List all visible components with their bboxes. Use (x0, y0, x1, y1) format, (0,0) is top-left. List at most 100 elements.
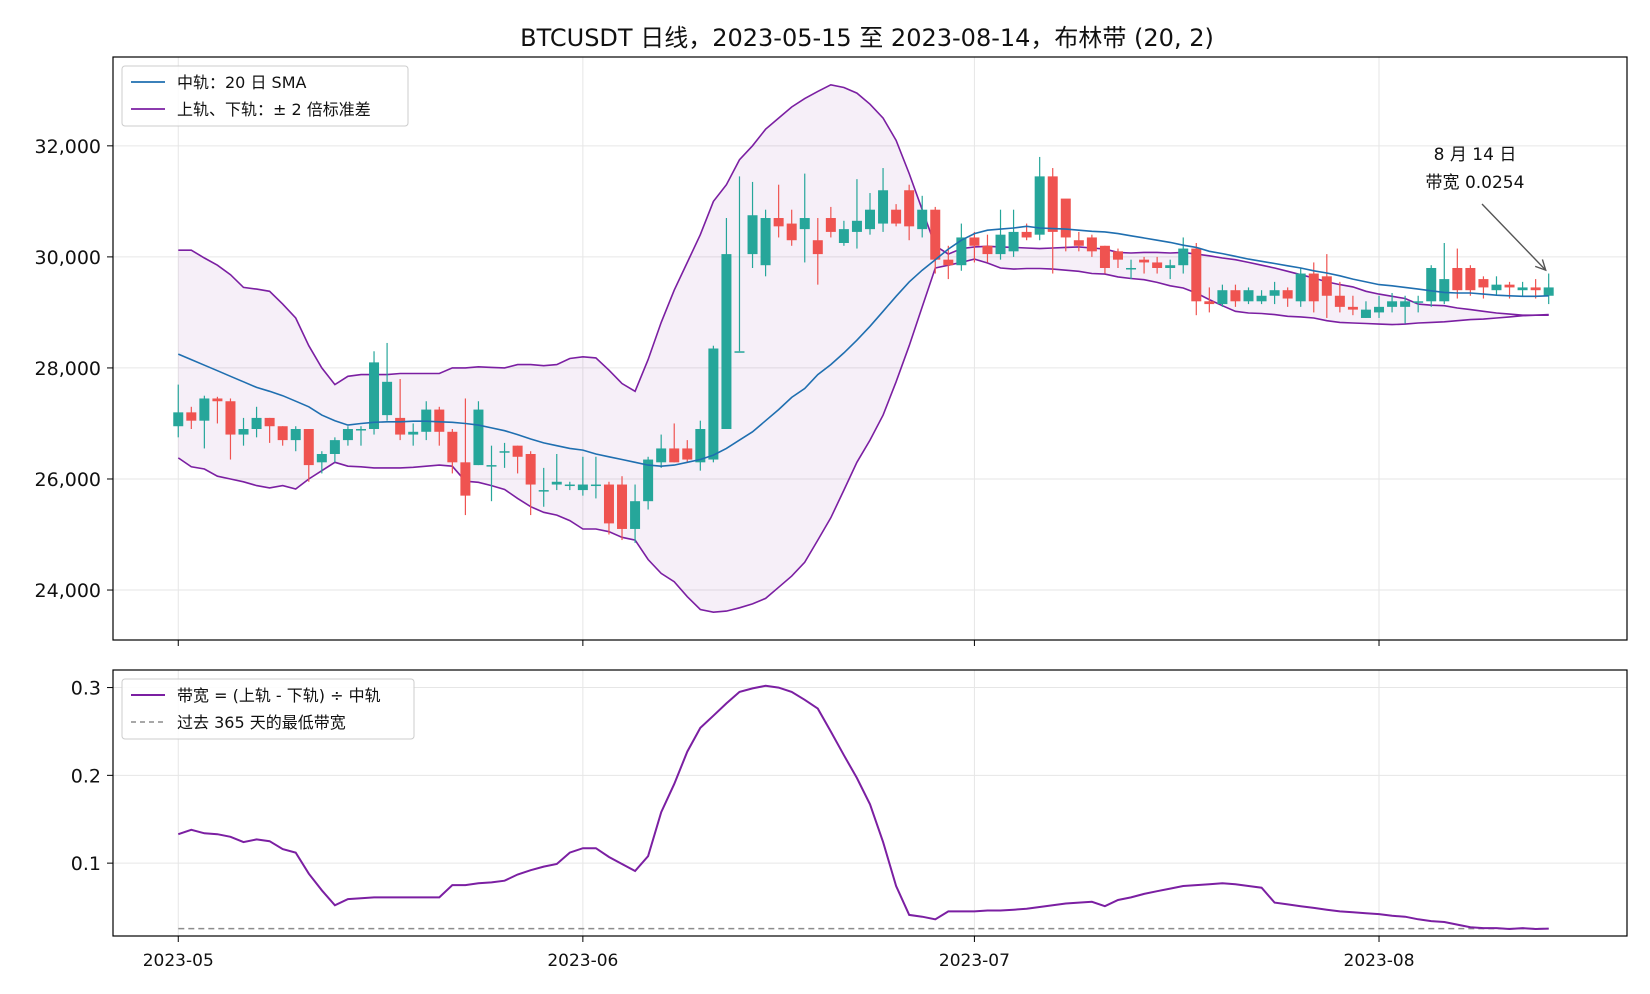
candle (930, 206, 941, 274)
candle-body (1426, 267, 1437, 302)
bandwidth-plot-frame (112, 669, 1628, 937)
candle (1517, 281, 1528, 296)
bandwidth-plot-area (177, 684, 1549, 931)
x-tick-label: 2023-06 (547, 951, 618, 971)
candle-body (603, 484, 614, 524)
candle (734, 176, 745, 353)
candle (342, 426, 353, 446)
candle-body (186, 412, 197, 421)
candle (982, 234, 993, 263)
candle-body (1217, 290, 1228, 305)
candle-body (1439, 279, 1450, 302)
main-plot-frame (112, 56, 1628, 641)
candle-body (825, 218, 836, 232)
candle-body (512, 445, 523, 457)
candle (682, 440, 693, 463)
candle (1112, 248, 1123, 268)
candle (995, 209, 1006, 260)
candle-body (799, 218, 810, 230)
candle (865, 193, 875, 235)
candle (891, 204, 902, 227)
bandwidth-legend-box (121, 678, 415, 740)
candle (1243, 287, 1254, 305)
candle (1073, 231, 1084, 252)
candle (812, 218, 823, 285)
bandwidth-line (177, 684, 1549, 931)
candle (199, 395, 210, 449)
candle (447, 429, 458, 474)
candle (747, 181, 758, 268)
chart-title: BTCUSDT 日线，2023-05-15 至 2023-08-14，布林带 (… (520, 24, 1214, 52)
candle-body (917, 209, 928, 230)
candle (1217, 284, 1228, 307)
candle (1360, 301, 1371, 318)
candle-body (264, 417, 275, 427)
candle-body (747, 215, 758, 255)
candle (878, 168, 889, 232)
x-tick-label: 2023-05 (143, 951, 214, 971)
candle (1034, 156, 1045, 241)
annotation: 8 月 14 日带宽 0.0254 (1426, 145, 1547, 272)
candle (799, 173, 810, 263)
main-legend: 中轨：20 日 SMA 上轨、下轨：± 2 倍标准差 (121, 65, 409, 127)
y-tick-label-main: 24,000 (35, 580, 101, 602)
candle (773, 184, 784, 238)
candle (290, 426, 301, 452)
candle-body (1530, 287, 1541, 291)
candle (1530, 279, 1541, 299)
candle (369, 351, 380, 435)
upper-band-line (178, 83, 1549, 393)
candle-body (1152, 262, 1163, 268)
candle (603, 481, 614, 535)
candle-body (225, 401, 236, 435)
candle-body (395, 417, 406, 435)
candle (1413, 295, 1424, 313)
candle (969, 231, 980, 263)
candle-body (1387, 301, 1398, 307)
candle-body (447, 431, 458, 463)
candle (1452, 248, 1463, 299)
candle-body (1269, 290, 1280, 296)
candle (499, 442, 510, 468)
candle (1047, 168, 1058, 274)
candle-body (1021, 231, 1032, 238)
candle (238, 417, 249, 446)
candle-body (1465, 267, 1476, 291)
candle-body (930, 209, 941, 260)
candle (525, 451, 536, 516)
candle-body (1008, 231, 1019, 252)
candle (303, 429, 314, 482)
candle-body (382, 381, 393, 416)
candle (1099, 245, 1110, 274)
y-tick-label-bw: 0.1 (71, 853, 101, 875)
annotation-label-bandwidth: 带宽 0.0254 (1426, 173, 1525, 193)
candle-body (303, 429, 314, 466)
lower-band-line (177, 258, 1549, 614)
candle (1334, 281, 1345, 313)
candle (538, 467, 549, 507)
candle (1230, 284, 1241, 307)
candle-body (995, 234, 1006, 255)
candle (1439, 243, 1450, 305)
candle-body (1543, 287, 1554, 296)
candle (1543, 273, 1554, 305)
candle-body (1517, 287, 1528, 291)
candle (904, 184, 915, 241)
candle (486, 445, 497, 502)
candle (395, 379, 406, 441)
candle-body (1308, 273, 1319, 302)
candle-body (316, 453, 327, 463)
candle-body (1126, 267, 1137, 270)
candle (1321, 254, 1332, 318)
candle (1282, 287, 1293, 307)
candle-body (342, 429, 353, 441)
candle (460, 398, 471, 516)
candle-body (199, 398, 210, 421)
candle (473, 401, 484, 466)
candle-body (760, 218, 771, 266)
candle-body (812, 240, 823, 255)
candle (1269, 281, 1280, 305)
candle (434, 406, 445, 446)
candle (512, 445, 523, 474)
candle (551, 453, 562, 491)
